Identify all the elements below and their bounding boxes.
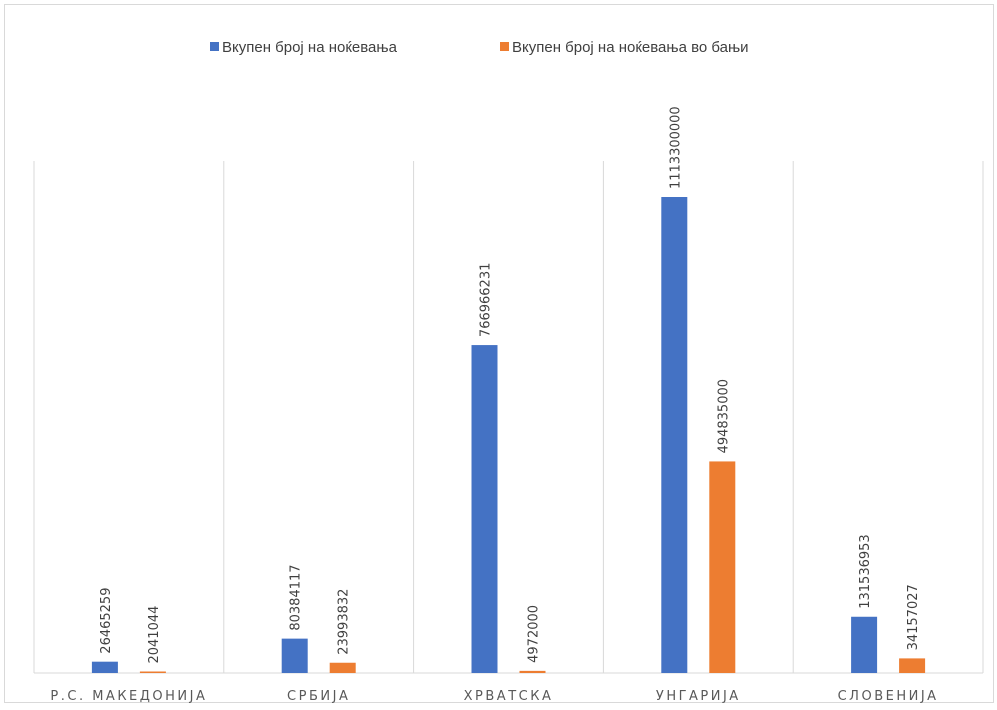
data-label-total-1: 80384117 [289, 564, 304, 630]
legend-label-1: Вкупен број на ноќевања во бањи [512, 39, 749, 56]
data-label-total-0: 26465259 [99, 588, 114, 654]
data-label-total-2: 766966231 [479, 263, 494, 337]
bar-spa-3 [709, 461, 736, 673]
data-label-spa-4: 34157027 [906, 584, 921, 650]
bar-chart: 26465259 80384117 766966231 1113300000 13153… [33, 39, 984, 704]
category-label-3: УНГАРИЈА [656, 689, 741, 704]
legend-swatch-1 [500, 42, 509, 51]
chart-frame: 26465259 80384117 766966231 1113300000 13153… [4, 4, 994, 704]
bar-total-3 [661, 197, 688, 673]
data-label-total-4: 131536953 [858, 534, 873, 608]
data-label-spa-3: 494835000 [716, 379, 731, 453]
category-label-2: ХРВАТСКА [464, 689, 554, 704]
bar-total-1 [281, 638, 308, 673]
category-label-1: СРБИЈА [287, 689, 350, 704]
data-label-spa-1: 23993832 [337, 589, 352, 655]
legend-label-0: Вкупен број на ноќевања [222, 39, 398, 56]
bar-total-2 [471, 345, 498, 673]
category-label-0: Р.С. МАКЕДОНИЈА [50, 689, 207, 704]
legend-swatch-0 [210, 42, 219, 51]
bar-total-0 [91, 661, 118, 673]
bar-spa-2 [519, 670, 546, 673]
bar-spa-0 [139, 671, 166, 673]
data-label-total-3: 1113300000 [668, 106, 683, 189]
data-label-spa-0: 2041044 [147, 606, 162, 664]
category-label-4: СЛОВЕНИЈА [838, 689, 939, 704]
bar-spa-1 [329, 662, 356, 673]
data-label-spa-2: 4972000 [527, 605, 542, 663]
bar-total-4 [851, 616, 878, 673]
bar-spa-4 [899, 658, 926, 673]
